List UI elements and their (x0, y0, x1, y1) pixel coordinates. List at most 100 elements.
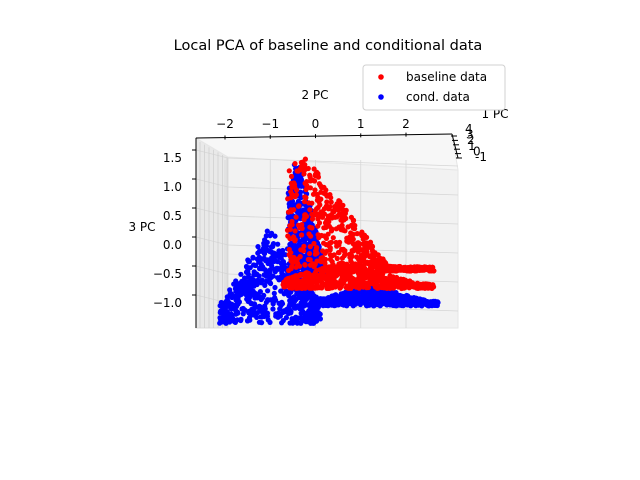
data-point (310, 319, 316, 325)
grid-line-z (227, 157, 459, 167)
data-point (285, 209, 292, 215)
data-point (264, 228, 270, 234)
data-point (319, 268, 325, 274)
data-point (321, 240, 327, 246)
data-point (354, 280, 360, 286)
data-point (328, 199, 334, 205)
data-point (299, 225, 305, 231)
z-tick-label: 0.5 (163, 209, 182, 223)
data-point (294, 256, 300, 262)
data-point (386, 278, 392, 284)
data-point (286, 168, 292, 174)
data-point (374, 292, 381, 298)
data-point (268, 261, 274, 267)
data-point (262, 282, 268, 288)
data-point (387, 274, 393, 280)
data-point (246, 258, 252, 265)
data-point (296, 290, 302, 296)
data-point (316, 181, 322, 187)
legend-marker-baseline (378, 74, 384, 80)
data-point (306, 200, 312, 206)
data-point (270, 306, 276, 312)
data-point (305, 319, 311, 325)
data-point (373, 284, 379, 290)
data-point (308, 233, 314, 239)
data-point (352, 226, 358, 232)
data-point (275, 241, 281, 247)
data-point (287, 320, 293, 326)
data-point (302, 215, 308, 221)
y-tick-label: −1 (261, 117, 279, 131)
data-point (265, 247, 271, 253)
data-point (272, 284, 278, 291)
x-tick-label: 3 (466, 128, 474, 142)
data-point (366, 253, 373, 260)
data-point (339, 271, 345, 278)
data-point (246, 310, 252, 316)
data-point (313, 285, 319, 291)
z-tick-label: 1.0 (163, 180, 182, 194)
data-point (314, 197, 320, 203)
data-point (287, 298, 293, 304)
data-point (267, 267, 273, 273)
data-point (306, 251, 313, 257)
data-point (369, 274, 375, 280)
data-point (219, 300, 225, 306)
data-point (401, 300, 408, 306)
data-point (290, 258, 296, 264)
data-point (375, 252, 381, 258)
data-point (362, 271, 368, 277)
data-point (433, 301, 439, 307)
data-point (331, 301, 337, 307)
data-point (281, 308, 287, 314)
data-point (310, 191, 317, 197)
data-point (307, 178, 313, 184)
data-point (318, 209, 324, 215)
data-point (307, 185, 313, 191)
x-tick-label: 1 (468, 139, 476, 153)
data-point (302, 199, 308, 205)
data-point (235, 301, 241, 307)
data-point (276, 310, 282, 316)
data-point (326, 297, 332, 303)
data-point (356, 257, 362, 263)
data-point (319, 214, 326, 220)
data-point (348, 251, 354, 257)
data-point (350, 217, 357, 223)
data-point (338, 291, 344, 297)
data-point (246, 293, 252, 299)
data-point (360, 275, 366, 281)
data-point (325, 204, 331, 210)
data-point (348, 230, 354, 236)
data-point (297, 176, 303, 183)
z-tick-label: 1.5 (163, 151, 182, 165)
data-point (367, 239, 374, 245)
data-point (220, 310, 226, 316)
data-point (290, 316, 296, 322)
y-axis-ticks: −2 −1 0 1 2 (216, 117, 410, 140)
data-point (357, 294, 364, 300)
data-point (315, 174, 321, 180)
data-point (279, 251, 285, 257)
data-point (343, 276, 350, 282)
data-point (331, 252, 337, 258)
data-point (419, 303, 425, 309)
data-point (263, 273, 269, 279)
data-point (277, 306, 283, 312)
data-point (274, 265, 280, 271)
data-point (294, 320, 300, 326)
data-point (380, 271, 386, 277)
data-point (363, 302, 369, 308)
data-point (238, 316, 244, 322)
data-point (288, 189, 294, 195)
data-point (231, 317, 237, 323)
data-point (356, 275, 362, 281)
legend-label-cond: cond. data (406, 90, 470, 104)
data-point (408, 303, 414, 309)
data-point (356, 243, 362, 249)
data-point (351, 297, 357, 303)
data-point (289, 222, 295, 228)
data-point (390, 283, 396, 289)
data-point (312, 313, 318, 319)
data-point (374, 277, 380, 283)
